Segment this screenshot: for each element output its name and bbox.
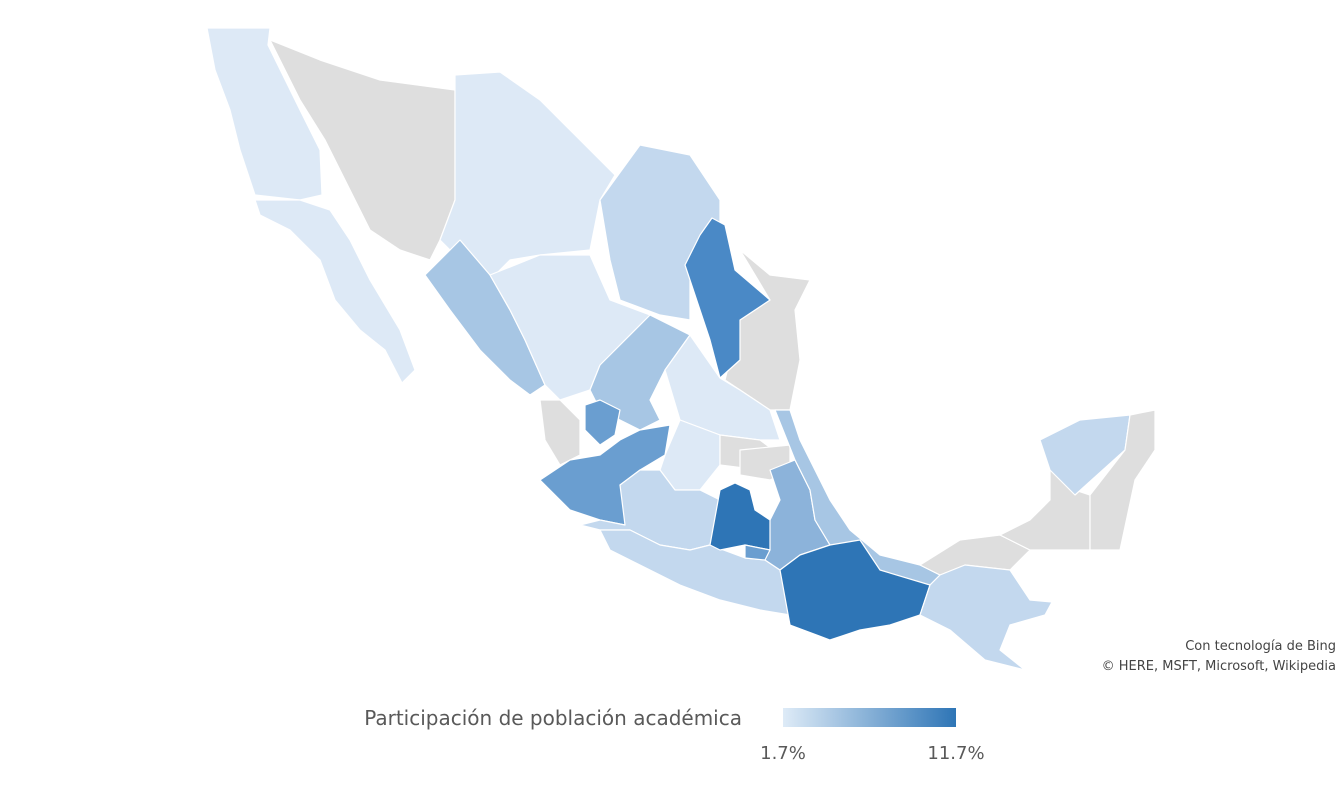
state xyxy=(254,199,416,384)
state xyxy=(584,399,621,446)
state xyxy=(919,564,1053,671)
states xyxy=(206,27,1156,671)
state xyxy=(779,539,931,641)
attribution: Con tecnología de Bing xyxy=(1185,639,1336,654)
state xyxy=(439,71,616,281)
state xyxy=(206,27,323,201)
state xyxy=(1089,409,1156,551)
legend-gradient xyxy=(783,708,956,727)
state xyxy=(744,544,771,561)
legend-title: Participación de población académica xyxy=(364,706,742,730)
legend-label: 1.7% xyxy=(760,743,806,764)
state xyxy=(539,399,581,466)
state xyxy=(1039,414,1131,496)
attribution: © HERE, MSFT, Microsoft, Wikipedia xyxy=(1102,659,1336,674)
state xyxy=(684,217,771,379)
state xyxy=(269,39,456,261)
legend-label: 11.7% xyxy=(927,743,984,764)
state xyxy=(709,482,771,551)
